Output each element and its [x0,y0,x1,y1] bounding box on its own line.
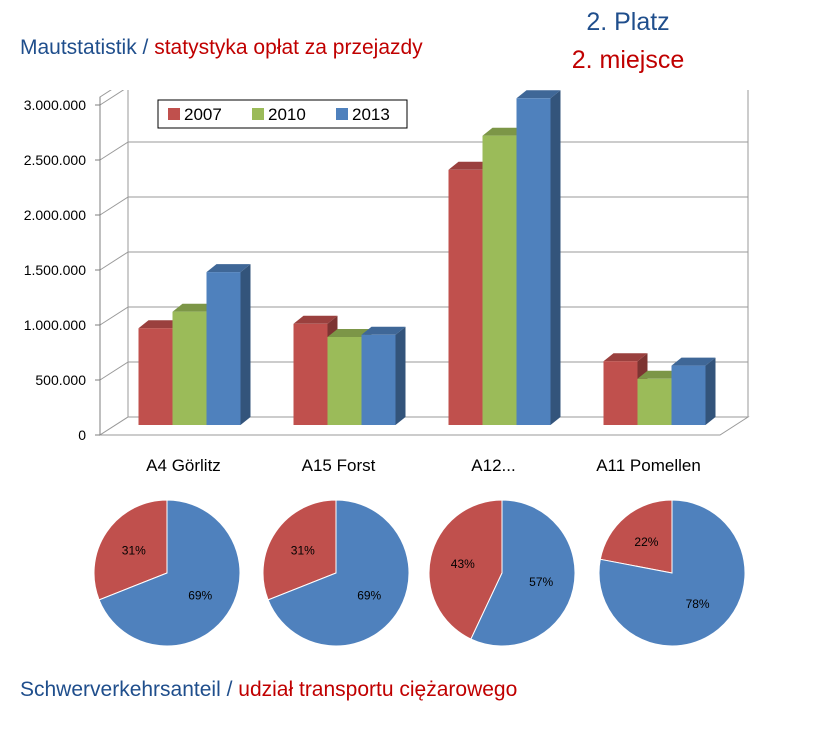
bar-front [603,361,638,425]
pie-a12: 43% 57% [428,499,576,647]
bar-front [206,272,241,425]
plot-floor [98,416,750,436]
pie-slice-heavy [428,499,503,640]
gridline-side [99,361,129,381]
pie-a11-pomellen: 22% 78% [598,499,746,647]
pie-charts: 31% 69% 31% 69% 43% 57% 22% 78% [93,499,746,647]
pie-a15-forst: 31% 69% [262,499,410,647]
legend: 2007 2010 2013 [157,99,408,129]
bar-front [138,328,173,425]
title-german: Mautstatistik [20,36,137,59]
pie-label-other: 57% [529,575,553,589]
pie-label-other: 69% [357,589,381,603]
gridline-side [99,141,129,161]
bar-front [448,169,483,425]
legend-swatch-2013 [336,108,348,120]
plot-side-wall [99,90,129,436]
pie-slice-other [470,499,576,647]
bar-front [671,365,706,425]
pie-a4-gorlitz: 31% 69% [93,499,241,647]
bar-top [327,329,372,337]
pie-label-heavy: 31% [291,543,315,557]
gridline-side [99,251,129,271]
y-tick-label: 3.000.000 [24,97,86,113]
bar-front [361,334,396,425]
bar-front [327,337,362,425]
legend-label-2007: 2007 [184,105,222,124]
pie-slice-heavy [262,499,337,601]
legend-label-2010: 2010 [268,105,306,124]
gridline-side [99,90,125,106]
y-tick-label: 0 [78,427,86,443]
bar-top [206,264,251,273]
pie-label-heavy: 31% [122,543,146,557]
page-title: Mautstatistik / statystyka opłat za prze… [20,36,423,60]
rank-polish: 2. miejsce [571,46,685,74]
bar-side [395,326,406,425]
bar-a11-pomellen-2013 [671,357,716,425]
pie-label-other: 69% [188,589,212,603]
bar-side [705,357,716,425]
gridline-side [99,306,129,326]
bar-top [138,320,183,329]
y-tick-label: 1.000.000 [24,317,86,333]
x-category-label: A11 Pomellen [596,456,701,475]
bar-chart: 0 500.000 1.000.000 1.500.000 2.000.000 2.500… [24,90,750,475]
bar-top [361,326,406,335]
pie-label-other: 78% [686,597,710,611]
footer-polish: udział transportu ciężarowego [238,678,518,701]
footer-german: Schwerverkehrsanteil [20,678,221,701]
bar-top [293,315,338,324]
legend-label-2013: 2013 [352,105,390,124]
x-category-label: A12... [471,456,515,475]
y-tick-label: 2.000.000 [24,207,86,223]
pie-slice-other [267,499,410,647]
bar-top [603,353,648,362]
pie-slice-other [98,499,241,647]
title-separator: / [136,36,155,59]
bar-top [172,303,217,312]
bar-top [671,357,716,366]
y-tick-label: 1.500.000 [24,262,86,278]
bar-front [482,135,517,425]
y-tick-label: 500.000 [35,372,86,388]
bar-front [293,323,328,425]
bar-top [516,90,561,99]
legend-box [157,99,408,129]
bar-side [240,264,251,425]
rank-german: 2. Platz [586,8,670,36]
x-category-label: A15 Forst [302,456,376,475]
title-polish: statystyka opłat za przejazdy [154,36,423,59]
pie-slice-heavy [93,499,168,601]
gridline-side [99,196,129,216]
pie-label-heavy: 43% [451,557,475,571]
x-category-label: A4 Görlitz [146,456,221,475]
footer-caption: Schwerverkehrsanteil / udział transportu… [20,678,517,702]
bar-a15-forst-2013 [361,326,406,425]
bar-top [482,127,527,136]
legend-swatch-2010 [252,108,264,120]
bar-front [172,311,207,425]
bar-front [516,98,551,426]
bar-a4-gorlitz-2013 [206,264,251,425]
bar-side [550,90,561,426]
footer-separator: / [220,678,239,701]
bar-front [637,378,672,425]
bar-top [637,370,682,379]
pie-label-heavy: 22% [634,535,658,549]
bar-top [448,161,493,170]
bar-a12-2013 [516,90,561,426]
pie-slice-other [598,499,746,647]
legend-swatch-2007 [168,108,180,120]
y-tick-label: 2.500.000 [24,152,86,168]
pie-slice-heavy [599,499,673,574]
